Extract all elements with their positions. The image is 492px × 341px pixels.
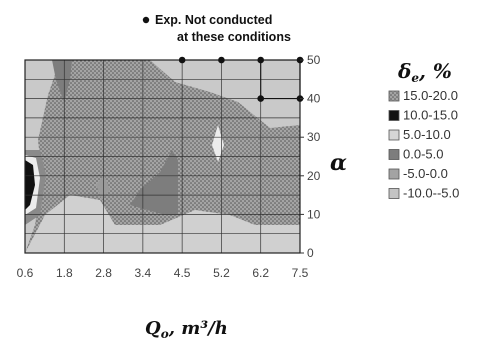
x-axis-label-unit: , m³/h <box>168 318 228 339</box>
region-0-5 <box>130 150 178 215</box>
legend-title-unit: , % <box>418 59 452 83</box>
region-bottom-light <box>25 195 300 253</box>
legend-label: 0.0-5.0 <box>403 147 443 162</box>
x-axis-label-main: Q <box>145 318 161 339</box>
annotation: Exp. Not conducted at these conditions <box>142 13 291 44</box>
x-axis-ticks: 0.6 1.8 2.8 3.4 4.5 5.2 6.2 7.5 <box>17 266 309 280</box>
svg-text:Qo, m³/h: Qo, m³/h <box>145 318 228 341</box>
legend-label: 5.0-10.0 <box>403 127 451 142</box>
x-axis-label-sub: o <box>161 327 169 341</box>
x-tick-label: 0.6 <box>17 266 34 280</box>
svg-text:δe, %: δe, % <box>397 59 452 85</box>
x-tick-label: 3.4 <box>135 266 152 280</box>
y-tick-label: 30 <box>307 130 321 144</box>
region-right-white-spot <box>212 125 224 162</box>
legend-swatch <box>388 129 400 141</box>
y-tick-label: 0 <box>307 246 314 260</box>
legend: δe, % 15.0-20.0 10.0-15.0 5.0-10.0 0.0-5.0 -… <box>388 59 459 201</box>
legend-label: 15.0-20.0 <box>403 88 458 103</box>
region-top-right-light <box>150 60 300 128</box>
annotation-line-1: Exp. Not conducted <box>155 13 272 27</box>
y-tick-label: 40 <box>307 92 321 106</box>
legend-items: 15.0-20.0 10.0-15.0 5.0-10.0 0.0-5.0 -5.0-0.… <box>388 88 459 201</box>
legend-label: 10.0-15.0 <box>403 108 458 123</box>
x-tick-label: 5.2 <box>213 266 230 280</box>
legend-label: -5.0-0.0 <box>403 166 448 181</box>
x-tick-label: 2.8 <box>95 266 112 280</box>
legend-swatch <box>388 168 400 180</box>
y-axis-ticks: 0 10 20 30 40 50 <box>300 53 321 260</box>
legend-swatch <box>388 110 400 121</box>
annotation-line-2: at these conditions <box>177 30 291 44</box>
x-axis-label: Qo, m³/h <box>145 318 228 341</box>
region-top-left-dark <box>52 60 72 102</box>
legend-swatch <box>388 149 400 160</box>
plot-frame <box>24 59 301 254</box>
y-tick-label: 10 <box>307 207 321 221</box>
x-tick-label: 4.5 <box>174 266 191 280</box>
legend-swatch <box>388 188 400 199</box>
y-tick-label: 50 <box>307 53 321 67</box>
legend-label: -10.0--5.0 <box>403 186 459 201</box>
x-tick-label: 1.8 <box>56 266 73 280</box>
legend-swatch <box>388 90 400 102</box>
not-conducted-point <box>257 56 265 64</box>
legend-title-sub: e <box>411 71 419 85</box>
x-tick-label: 7.5 <box>292 266 309 280</box>
annotation-marker <box>142 16 150 24</box>
y-axis-label: α <box>330 150 347 176</box>
not-conducted-point <box>218 56 225 64</box>
legend-title-main: δ <box>397 59 411 83</box>
region-10-15 <box>25 160 35 210</box>
y-tick-label: 20 <box>307 169 321 183</box>
region-center-small <box>96 175 110 200</box>
not-conducted-point <box>178 56 186 64</box>
x-tick-label: 6.2 <box>252 266 269 280</box>
not-conducted-point <box>257 95 265 102</box>
